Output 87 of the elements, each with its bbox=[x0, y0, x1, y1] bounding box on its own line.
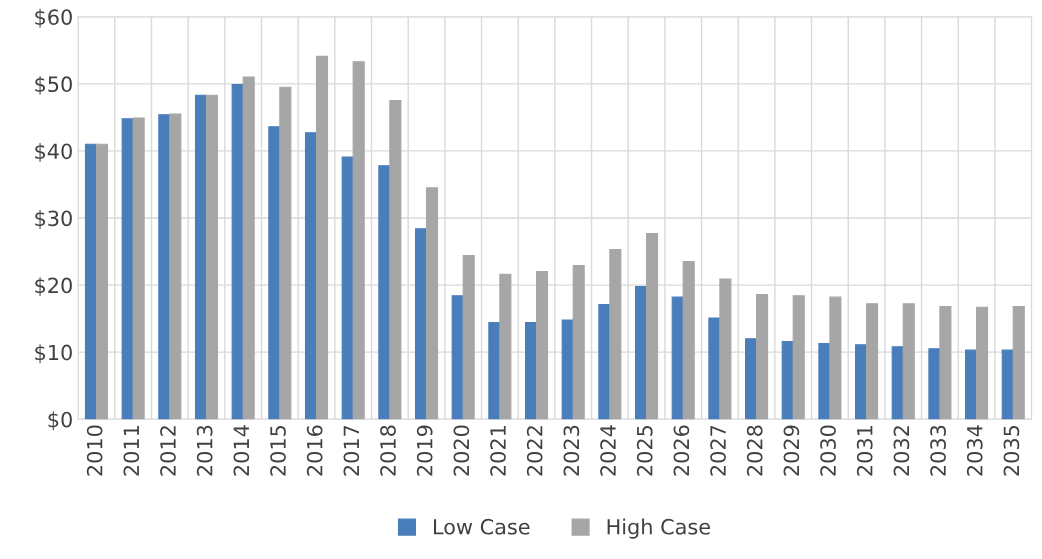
legend-label: High Case bbox=[607, 518, 710, 539]
bar bbox=[315, 55, 329, 420]
bar bbox=[818, 342, 831, 420]
x-tick-label: 2014 bbox=[233, 425, 250, 476]
bar bbox=[352, 61, 365, 420]
bar bbox=[744, 338, 758, 420]
x-tick-label: 2017 bbox=[343, 425, 360, 476]
bar bbox=[389, 100, 402, 420]
bar bbox=[378, 165, 391, 420]
x-tick-label: 2033 bbox=[930, 425, 946, 476]
x-tick-label: 2015 bbox=[270, 425, 286, 476]
x-tick-label: 2035 bbox=[1003, 425, 1020, 476]
bar bbox=[95, 143, 109, 420]
bar bbox=[499, 273, 512, 420]
x-tick-label: 2013 bbox=[196, 425, 213, 476]
bar bbox=[719, 278, 732, 420]
x-tick-label: 2012 bbox=[160, 426, 176, 476]
bar bbox=[205, 94, 219, 420]
x-tick-label: 2025 bbox=[636, 425, 653, 476]
bar bbox=[598, 303, 611, 420]
x-tick-label: 2019 bbox=[416, 425, 433, 476]
bar bbox=[414, 228, 428, 420]
bar bbox=[121, 118, 134, 420]
x-tick-label: 2016 bbox=[306, 425, 323, 476]
bar bbox=[231, 83, 244, 420]
bar bbox=[891, 346, 904, 420]
bar bbox=[708, 317, 721, 420]
y-tick-label: $60 bbox=[35, 8, 72, 28]
bar bbox=[1001, 349, 1014, 420]
bar bbox=[902, 303, 915, 420]
x-tick-label: 2026 bbox=[673, 425, 690, 476]
legend-label: Low Case bbox=[434, 518, 530, 535]
bar bbox=[855, 344, 868, 420]
bar bbox=[671, 296, 684, 420]
bar bbox=[965, 349, 978, 420]
x-tick-label: 2011 bbox=[123, 426, 140, 476]
y-tick-label: $0 bbox=[48, 411, 72, 431]
x-tick-label: 2027 bbox=[710, 425, 726, 476]
bar bbox=[524, 322, 538, 420]
bar bbox=[682, 261, 695, 420]
y-tick-label: $50 bbox=[35, 75, 72, 95]
bar bbox=[268, 126, 281, 420]
bar bbox=[829, 296, 842, 420]
x-tick-label: 2030 bbox=[820, 425, 836, 476]
bar bbox=[976, 306, 989, 420]
bar bbox=[169, 113, 182, 420]
bar bbox=[645, 232, 659, 420]
x-tick-label: 2034 bbox=[966, 425, 983, 476]
bar bbox=[462, 255, 475, 420]
x-tick-label: 2021 bbox=[490, 426, 506, 476]
bar bbox=[928, 348, 941, 420]
bar bbox=[634, 285, 648, 420]
x-tick-label: 2032 bbox=[893, 426, 910, 476]
x-tick-label: 2018 bbox=[380, 425, 396, 476]
y-tick-label: $40 bbox=[35, 143, 72, 162]
x-tick-label: 2028 bbox=[746, 425, 763, 476]
bar bbox=[488, 322, 501, 420]
bar bbox=[609, 248, 622, 420]
bar bbox=[279, 86, 292, 420]
x-tick-label: 2031 bbox=[856, 426, 873, 476]
bar bbox=[781, 340, 794, 420]
bar bbox=[755, 293, 769, 420]
x-tick-label: 2022 bbox=[526, 426, 543, 476]
y-tick-label: $10 bbox=[35, 344, 72, 364]
x-tick-label: 2010 bbox=[86, 425, 103, 476]
bar bbox=[1012, 306, 1025, 420]
bar bbox=[341, 156, 354, 420]
x-tick-label: 2020 bbox=[453, 425, 470, 476]
y-tick-label: $20 bbox=[35, 277, 72, 297]
bar bbox=[132, 117, 145, 420]
x-tick-label: 2029 bbox=[783, 425, 800, 476]
bar bbox=[451, 295, 464, 420]
bar bbox=[158, 114, 171, 420]
x-tick-label: 2023 bbox=[563, 425, 580, 476]
bar bbox=[425, 187, 439, 420]
y-tick-label: $30 bbox=[35, 210, 72, 229]
bar bbox=[792, 295, 805, 420]
bar bbox=[304, 132, 318, 420]
bar bbox=[572, 265, 585, 420]
bar bbox=[939, 306, 952, 420]
x-tick-label: 2024 bbox=[600, 425, 616, 476]
bar bbox=[194, 94, 208, 420]
bar bbox=[84, 143, 98, 420]
bar bbox=[535, 271, 549, 420]
bar bbox=[561, 319, 574, 420]
bar bbox=[866, 303, 879, 420]
bar bbox=[242, 76, 255, 420]
